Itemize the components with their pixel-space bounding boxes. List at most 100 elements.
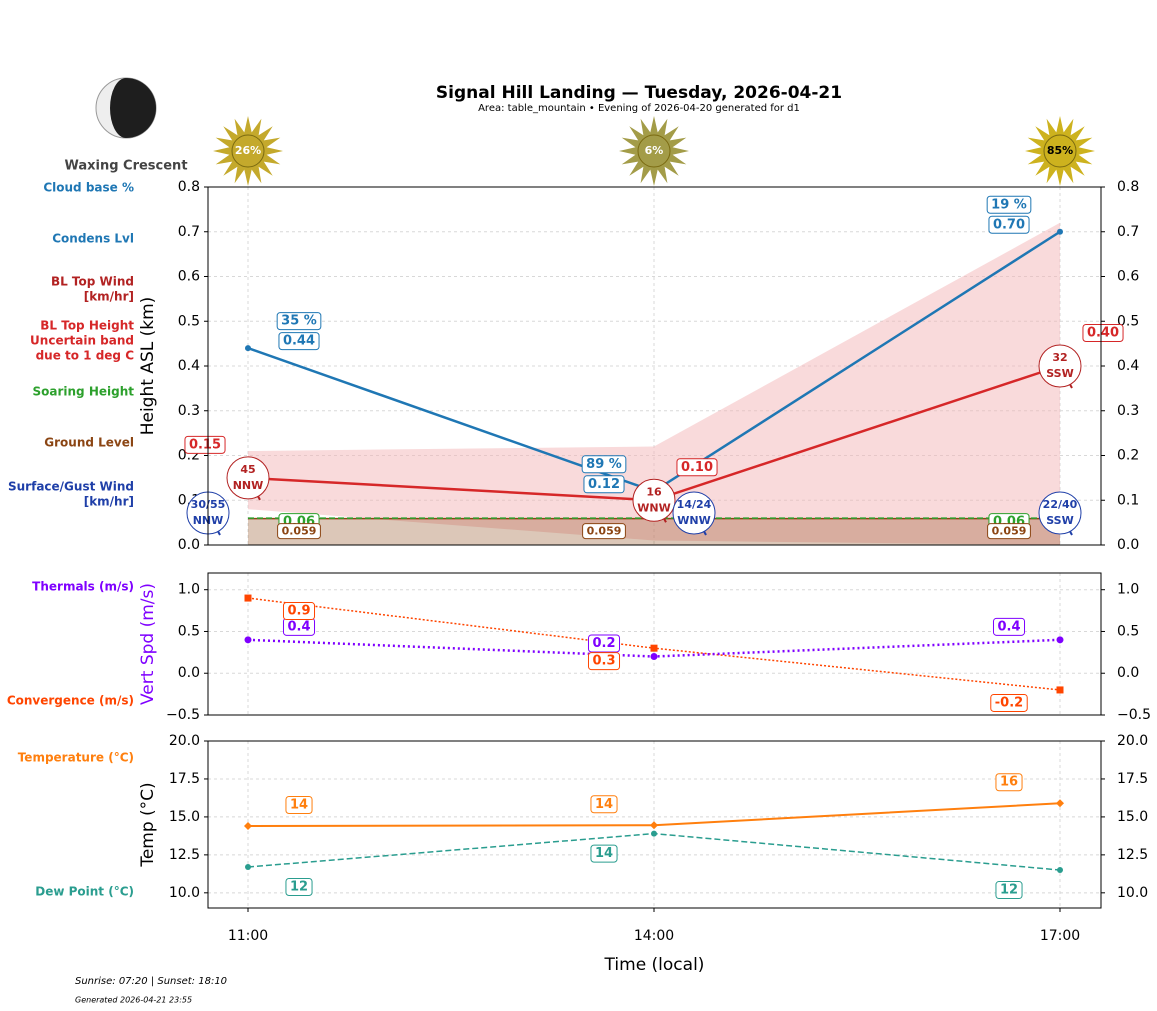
bl_top_wind-speed: 16: [646, 485, 662, 498]
sun-label: 6%: [645, 144, 664, 157]
bl_top_wind-circle: [1038, 344, 1082, 388]
legend-label: Ground Level: [44, 436, 134, 450]
dew-point: [245, 864, 251, 871]
y-tick-label: 0.3: [178, 403, 200, 419]
legend-label: Uncertain band: [30, 334, 134, 348]
y-tick-label: 0.0: [178, 665, 200, 681]
surface_wind-speed: 14/24: [677, 498, 712, 511]
y2-tick-label: 0.6: [1117, 269, 1139, 285]
chart-title: Signal Hill Landing — Tuesday, 2026-04-2…: [436, 83, 842, 103]
sun-disc: [231, 134, 265, 168]
legend-label: [km/hr]: [84, 290, 134, 304]
thermal-point: [1056, 636, 1064, 644]
condens-label: 0.12: [588, 477, 620, 492]
bl_top_wind-speed: 45: [240, 463, 255, 476]
legend-label: [km/hr]: [84, 495, 134, 509]
y-tick-label: 10.0: [169, 885, 200, 901]
y2-tick-label: 0.3: [1117, 403, 1139, 419]
dew-point-label: 14: [595, 846, 613, 861]
y2-tick-label: 0.5: [1117, 623, 1139, 639]
dew-point: [1057, 867, 1063, 874]
sun-disc: [1043, 134, 1077, 168]
x-axis-title: Time (local): [604, 955, 705, 975]
temperature-label-box: [590, 795, 618, 814]
y-tick-label: 1.0: [178, 582, 200, 598]
y2-tick-label: 15.0: [1117, 809, 1148, 825]
condens-label: 0.44: [283, 334, 315, 349]
surface_wind-circle: [672, 491, 716, 535]
legend-label: Soaring Height: [33, 385, 135, 399]
bl-height-label: 0.10: [681, 460, 713, 475]
convergence-label: 0.3: [592, 654, 615, 669]
y-tick-label: 12.5: [169, 847, 200, 863]
convergence-label: -0.2: [995, 695, 1023, 710]
y2-tick-label: 0.7: [1117, 224, 1139, 240]
legend-label: Dew Point (°C): [35, 885, 134, 899]
legend-label: Temperature (°C): [18, 751, 134, 765]
y2-tick-label: 10.0: [1117, 885, 1148, 901]
chart-subtitle: Area: table_mountain • Evening of 2026-0…: [478, 103, 800, 114]
plot-frame: [207, 740, 1102, 909]
y-tick-label: 20.0: [169, 733, 200, 749]
thermal-label-box: [587, 634, 621, 653]
bl-height-label: 0.40: [1087, 326, 1119, 341]
ground-label-box: [987, 523, 1031, 540]
bl-wind-direction: NNW: [233, 479, 264, 492]
condens-point: [1057, 228, 1063, 235]
condens-label-box: [988, 215, 1030, 234]
y-tick-label: 0.4: [178, 358, 200, 374]
bl-wind-direction: SSW: [1046, 367, 1073, 380]
cloud-base-label: 19 %: [991, 197, 1027, 212]
moon-icon: [95, 77, 157, 139]
condens-label-box: [278, 332, 320, 351]
plot-frame: [207, 572, 1102, 716]
cloud-base-label-box: [986, 195, 1032, 214]
y-tick-label: 0.8: [178, 179, 200, 195]
convergence-point: [1056, 686, 1064, 694]
cloud-base-label: 89 %: [586, 457, 622, 472]
temperature-point: [1056, 799, 1064, 808]
bl-height-label-box: [1082, 324, 1124, 342]
y-tick-label: 0.6: [178, 269, 200, 285]
legend-label: Condens Lvl: [52, 232, 134, 246]
temperature-label-box: [285, 796, 313, 815]
cloud-base-label-box: [581, 455, 627, 474]
ground-label-box: [277, 523, 321, 540]
surface_wind-circle: [1038, 491, 1082, 535]
y-tick-label: 0.0: [178, 537, 200, 553]
dew-point-label-box: [590, 844, 618, 863]
surface-wind-direction: WNW: [677, 514, 710, 527]
surface_wind-speed: 22/40: [1043, 498, 1078, 511]
convergence-point: [244, 594, 252, 602]
sun-label: 85%: [1047, 144, 1073, 157]
cloud-base-label-box: [276, 312, 322, 331]
generated-time: Generated 2026-04-21 23:55: [75, 996, 192, 1005]
y2-tick-label: 20.0: [1117, 733, 1148, 749]
thermal-label: 0.4: [997, 619, 1020, 634]
y2-tick-label: 0.2: [1117, 448, 1139, 464]
y2-tick-label: 12.5: [1117, 847, 1148, 863]
y2-tick-label: 0.0: [1117, 537, 1139, 553]
y-tick-label: −0.5: [166, 707, 200, 723]
thermal-point: [244, 636, 252, 644]
convergence-label-box: [587, 652, 621, 671]
y-axis-title: Temp (°C): [138, 782, 158, 867]
bl_top_wind-circle: [226, 456, 270, 500]
convergence-label-box: [282, 602, 316, 621]
temperature-label-box: [995, 773, 1023, 792]
moon-phase: Waxing Crescent: [64, 159, 187, 174]
ground-label: 0.059: [992, 525, 1027, 538]
bl_top_wind-speed: 32: [1052, 351, 1067, 364]
uncertainty-band: [248, 222, 1060, 546]
dew-point-label: 12: [290, 880, 308, 895]
dew-point-label: 12: [1000, 883, 1018, 898]
ground-label: 0.059: [587, 525, 622, 538]
y2-tick-label: 0.4: [1117, 358, 1139, 374]
thermal-label: 0.4: [287, 619, 310, 634]
y2-tick-label: 1.0: [1117, 582, 1139, 598]
y-axis-title: Height ASL (km): [138, 297, 158, 436]
sun-disc: [637, 134, 671, 168]
cloud-base-label: 35 %: [281, 314, 317, 329]
bl_top_wind-circle: [632, 478, 676, 522]
thermal-label-box: [992, 617, 1026, 636]
